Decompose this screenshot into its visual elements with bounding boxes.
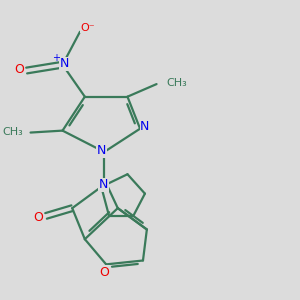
Text: CH₃: CH₃ bbox=[166, 78, 187, 88]
Text: O: O bbox=[14, 63, 24, 76]
Text: CH₃: CH₃ bbox=[2, 127, 23, 136]
Text: O: O bbox=[33, 211, 43, 224]
Text: N: N bbox=[99, 178, 108, 191]
Text: O⁻: O⁻ bbox=[80, 23, 95, 33]
Text: N: N bbox=[60, 57, 69, 70]
Text: N: N bbox=[140, 120, 150, 133]
Text: +: + bbox=[52, 53, 60, 63]
Text: O: O bbox=[99, 266, 109, 279]
Text: N: N bbox=[97, 145, 106, 158]
